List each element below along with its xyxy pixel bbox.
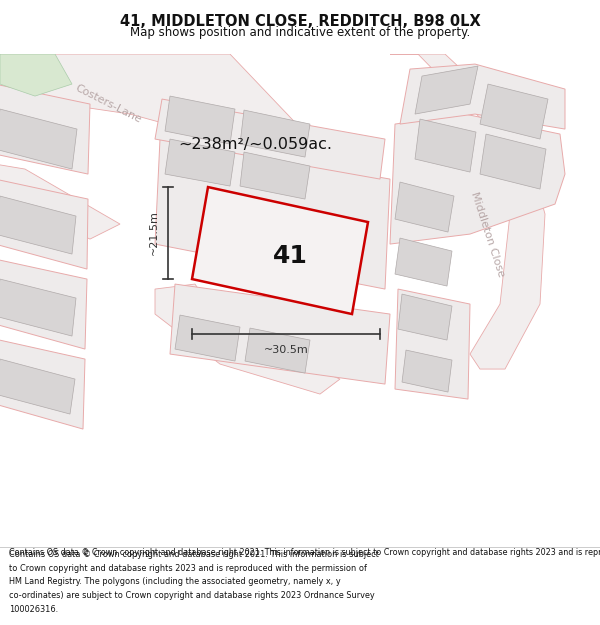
Polygon shape: [0, 179, 88, 269]
Polygon shape: [0, 259, 87, 349]
Polygon shape: [155, 99, 385, 179]
Text: co-ordinates) are subject to Crown copyright and database rights 2023 Ordnance S: co-ordinates) are subject to Crown copyr…: [9, 591, 374, 600]
Polygon shape: [395, 238, 452, 286]
Text: Costers-Lane: Costers-Lane: [73, 83, 143, 125]
Polygon shape: [0, 339, 85, 429]
Polygon shape: [0, 84, 90, 174]
Polygon shape: [398, 294, 452, 340]
Polygon shape: [0, 164, 120, 239]
Polygon shape: [0, 54, 72, 96]
Polygon shape: [245, 328, 310, 373]
Polygon shape: [240, 152, 310, 199]
Polygon shape: [395, 182, 454, 232]
Polygon shape: [402, 350, 452, 392]
Polygon shape: [175, 315, 240, 361]
Polygon shape: [170, 284, 390, 384]
Polygon shape: [480, 84, 548, 139]
Polygon shape: [390, 54, 545, 369]
Polygon shape: [415, 66, 478, 114]
Polygon shape: [0, 54, 330, 194]
Polygon shape: [192, 187, 368, 314]
Text: Map shows position and indicative extent of the property.: Map shows position and indicative extent…: [130, 26, 470, 39]
Polygon shape: [155, 284, 340, 394]
Text: 41, MIDDLETON CLOSE, REDDITCH, B98 0LX: 41, MIDDLETON CLOSE, REDDITCH, B98 0LX: [119, 14, 481, 29]
Text: ~21.5m: ~21.5m: [149, 211, 159, 256]
Text: 100026316.: 100026316.: [9, 605, 58, 614]
Text: ~238m²/~0.059ac.: ~238m²/~0.059ac.: [178, 136, 332, 151]
Text: HM Land Registry. The polygons (including the associated geometry, namely x, y: HM Land Registry. The polygons (includin…: [9, 578, 341, 586]
Text: to Crown copyright and database rights 2023 and is reproduced with the permissio: to Crown copyright and database rights 2…: [9, 564, 367, 572]
Polygon shape: [0, 109, 77, 169]
Polygon shape: [240, 110, 310, 157]
Polygon shape: [390, 114, 565, 244]
Text: Contains OS data © Crown copyright and database right 2021. This information is : Contains OS data © Crown copyright and d…: [9, 548, 600, 557]
Polygon shape: [155, 139, 390, 289]
Polygon shape: [0, 359, 75, 414]
Text: Contains OS data © Crown copyright and database right 2021. This information is : Contains OS data © Crown copyright and d…: [9, 550, 379, 559]
Text: ~30.5m: ~30.5m: [263, 345, 308, 355]
Polygon shape: [415, 119, 476, 172]
Polygon shape: [395, 289, 470, 399]
Polygon shape: [400, 64, 565, 129]
Text: Middleton Close: Middleton Close: [469, 190, 506, 278]
Text: 41: 41: [272, 244, 307, 268]
Polygon shape: [165, 139, 235, 186]
Polygon shape: [0, 279, 76, 336]
Polygon shape: [0, 196, 76, 254]
Polygon shape: [165, 96, 235, 144]
Polygon shape: [480, 134, 546, 189]
